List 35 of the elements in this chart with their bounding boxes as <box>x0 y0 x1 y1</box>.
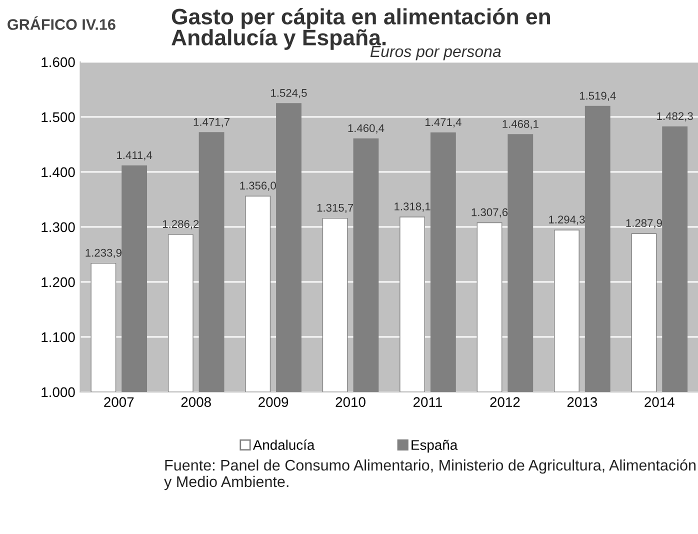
data-label: 1.233,9 <box>86 248 122 258</box>
y-tick-label: 1.600 <box>42 57 75 68</box>
y-tick-label: 1.200 <box>42 277 75 288</box>
data-label: 1.460,4 <box>348 124 384 134</box>
data-label: 1.468,1 <box>502 120 538 130</box>
data-label: 1.318,1 <box>394 202 430 212</box>
data-label: 1.524,5 <box>271 89 307 98</box>
data-label: 1.471,7 <box>194 118 230 128</box>
x-tick-label: 2010 <box>336 397 366 408</box>
source-note: Fuente: Panel de Consumo Alimentario, Ministerio de Agricultura, Alimentación y Medio Ambiente. <box>164 459 696 490</box>
data-label: 1.287,9 <box>626 219 662 228</box>
legend-label: Andalucía <box>252 440 315 450</box>
data-label: 1.471,4 <box>426 118 462 128</box>
legend-label: España <box>412 440 458 453</box>
y-tick-label: 1.100 <box>42 332 75 342</box>
x-tick-label: 2013 <box>567 397 598 408</box>
x-tick-label: 2014 <box>644 397 674 408</box>
x-tick-label: 2009 <box>258 397 288 408</box>
x-tick-label: 2011 <box>414 397 442 408</box>
data-label: 1.286,2 <box>162 220 199 230</box>
data-label: 1.356,0 <box>240 182 276 191</box>
x-tick-label: 2012 <box>490 397 520 408</box>
y-tick-label: 1.000 <box>42 387 75 398</box>
x-tick-label: 2008 <box>181 397 211 408</box>
data-label: 1.411,4 <box>117 151 152 160</box>
y-tick-label: 1.400 <box>42 167 75 178</box>
data-label: 1.307,6 <box>472 208 508 218</box>
text: GRÁFICO IV.16 <box>8 16 116 30</box>
data-label: 1.315,7 <box>317 204 354 214</box>
data-label: 1.482,3 <box>657 112 693 122</box>
y-tick-label: 1.300 <box>42 222 75 232</box>
data-label: 1.294,3 <box>549 216 585 225</box>
y-tick-label: 1.500 <box>42 112 75 122</box>
x-tick-label: 2007 <box>104 397 134 408</box>
data-label: 1.519,4 <box>580 92 616 101</box>
